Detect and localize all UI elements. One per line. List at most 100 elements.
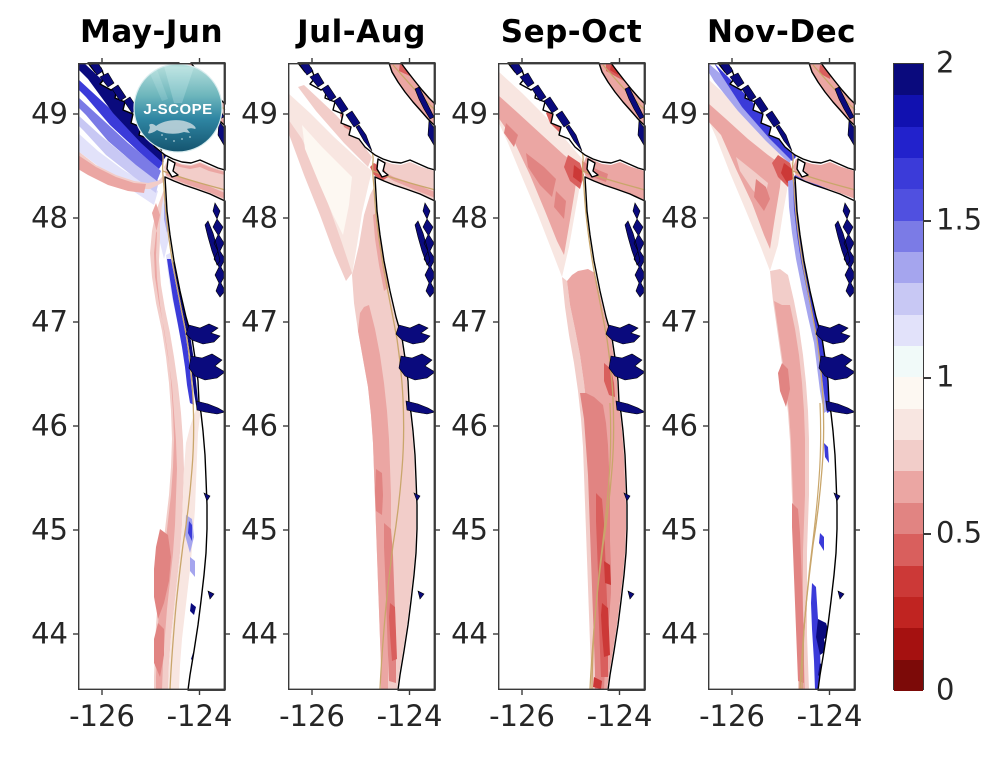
y-tick-label: 44 xyxy=(241,616,278,651)
field-region xyxy=(793,159,855,199)
colorbar-segment xyxy=(894,534,923,566)
map-panel-nov-dec: Nov-Dec 49 48 47 46 45 44 -126 -124 xyxy=(661,14,862,731)
colorbar-segment xyxy=(894,189,923,221)
field-region xyxy=(154,529,171,619)
land-mainland xyxy=(164,176,226,691)
field-region xyxy=(811,583,821,690)
colorbar-tick-label: 2 xyxy=(936,45,955,80)
isobath-contour xyxy=(801,402,822,691)
logo-fish-school xyxy=(161,134,163,136)
colorbar-segment xyxy=(894,95,923,127)
field-region xyxy=(78,115,159,193)
field-region xyxy=(573,165,582,183)
y-tick-label: 45 xyxy=(661,512,698,547)
logo-fish-school xyxy=(181,138,183,140)
x-tick-label: -124 xyxy=(376,699,443,733)
map-panel-sep-oct: Sep-Oct 49 48 47 46 45 44 -126 -124 xyxy=(451,14,652,731)
field-region xyxy=(185,515,195,577)
colorbar-segment xyxy=(894,565,923,597)
logo-text: J-SCOPE xyxy=(143,101,212,118)
y-tick-label: 48 xyxy=(451,200,488,235)
field-region xyxy=(781,163,793,183)
x-tick-label: -124 xyxy=(166,699,233,733)
axes-frame xyxy=(497,62,646,690)
y-tick-label: 47 xyxy=(31,304,68,339)
colorbar-segment xyxy=(894,659,923,691)
field-region xyxy=(78,97,161,181)
axes-frame xyxy=(707,62,856,690)
y-tick-label: 44 xyxy=(661,616,698,651)
axes-frame xyxy=(287,62,436,690)
panel-title: May-Jun xyxy=(79,14,224,50)
logo-fish-school xyxy=(173,140,175,142)
logo-fish xyxy=(148,120,196,134)
axes-frame xyxy=(77,62,226,690)
map-svg xyxy=(283,58,440,695)
field-region xyxy=(152,203,177,690)
y-tick-label: 45 xyxy=(451,512,488,547)
field-region xyxy=(168,407,200,690)
colorbar-segment xyxy=(894,596,923,629)
y-tick-label: 46 xyxy=(241,408,278,443)
colorbar-segment xyxy=(894,220,923,253)
field-region xyxy=(778,363,804,683)
map-svg xyxy=(703,58,860,695)
colorbar-segment xyxy=(894,126,923,159)
x-tick-label: -126 xyxy=(69,699,135,733)
y-tick-label: 47 xyxy=(241,304,278,339)
colorbar-segment xyxy=(894,408,923,441)
y-tick-label: 44 xyxy=(31,616,68,651)
land-entrance-spit xyxy=(796,158,809,178)
x-tick-label: -124 xyxy=(796,699,863,733)
field-region xyxy=(754,179,770,211)
colorbar-segment xyxy=(894,158,923,190)
y-tick-label: 48 xyxy=(661,200,698,235)
logo-fish-school xyxy=(189,136,191,138)
colorbar-tick-label: 1 xyxy=(936,359,955,393)
colorbar-tick-mark xyxy=(924,533,931,536)
field-region xyxy=(593,561,611,689)
field-region xyxy=(389,603,397,661)
panel-title: Nov-Dec xyxy=(707,14,856,50)
panel-title: Sep-Oct xyxy=(500,14,643,50)
field-region xyxy=(288,119,352,281)
y-tick-label: 49 xyxy=(661,96,698,131)
field-region xyxy=(582,157,645,200)
land-entrance-spit xyxy=(376,158,389,178)
map-svg xyxy=(493,58,650,695)
y-tick-label: 45 xyxy=(241,512,278,547)
field-region xyxy=(375,469,383,515)
y-tick-label: 47 xyxy=(451,304,488,339)
colorbar-segment xyxy=(894,314,923,347)
colorbar-segment xyxy=(894,471,923,503)
isobath-contour xyxy=(591,402,612,691)
map-panel-jul-aug: Jul-Aug 49 48 47 46 45 44 -126 -124 xyxy=(241,14,442,731)
y-tick-label: 46 xyxy=(661,408,698,443)
field-region xyxy=(504,123,566,219)
y-tick-label: 49 xyxy=(451,96,488,131)
map-svg: J-SCOPE xyxy=(73,58,230,695)
land-mainland xyxy=(794,176,856,691)
y-tick-label: 47 xyxy=(661,304,698,339)
field-region xyxy=(154,623,164,677)
colorbar-segment xyxy=(894,440,923,472)
colorbar-segment xyxy=(894,252,923,284)
land-mainland xyxy=(584,176,646,691)
field-region xyxy=(170,160,225,175)
field-region xyxy=(78,79,164,169)
panel-title: Jul-Aug xyxy=(297,14,426,50)
colorbar-segment xyxy=(894,283,923,315)
x-tick-label: -126 xyxy=(699,699,765,733)
colorbar-tick-mark xyxy=(924,376,931,379)
colorbar xyxy=(893,63,924,691)
y-tick-label: 46 xyxy=(451,408,488,443)
field-region xyxy=(819,443,829,551)
x-tick-label: -126 xyxy=(489,699,555,733)
field-region xyxy=(298,85,372,167)
x-tick-label: -124 xyxy=(586,699,653,733)
logo-fish-school xyxy=(165,138,167,140)
map-panel-may-jun: May-Jun J-SCOPE 49 48 47 46 45 44 -126 -124 xyxy=(31,14,232,731)
field-region xyxy=(358,305,391,690)
x-tick-label: -126 xyxy=(279,699,345,733)
